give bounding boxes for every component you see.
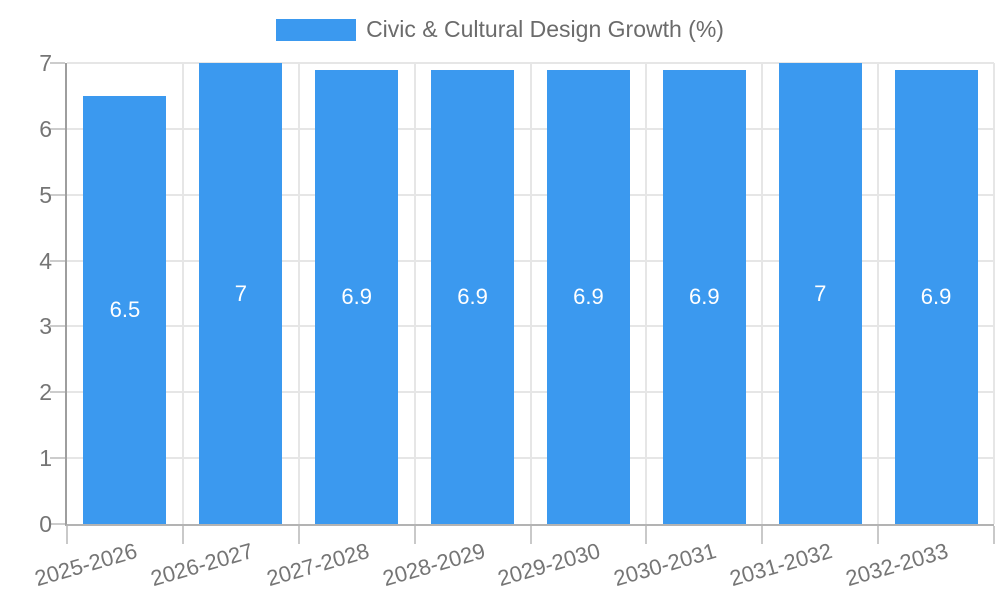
x-axis-category-label: 2025-2026 — [31, 538, 140, 592]
bar-value-label: 6.9 — [573, 283, 604, 309]
y-axis-tick-label: 3 — [39, 313, 52, 340]
vertical-gridline — [645, 63, 648, 524]
bar[interactable]: 6.9 — [546, 69, 630, 524]
y-axis-tick-label: 1 — [39, 445, 52, 472]
bar-value-label: 7 — [814, 280, 827, 306]
bar[interactable]: 6.9 — [894, 69, 978, 524]
vertical-gridline — [877, 63, 880, 524]
x-axis-tick — [761, 526, 764, 544]
y-axis-tick — [50, 391, 65, 394]
legend-swatch-icon — [276, 18, 357, 41]
x-axis-category-label: 2032-2033 — [842, 538, 951, 592]
bar-value-label: 6.5 — [109, 296, 141, 322]
bar-value-label: 7 — [234, 280, 247, 306]
x-axis-tick — [66, 526, 68, 544]
vertical-gridline — [529, 63, 532, 524]
bar-value-label: 6.9 — [689, 283, 720, 309]
chart-legend[interactable]: Civic & Cultural Design Growth (%) — [0, 16, 1000, 43]
y-axis-tick-label: 6 — [39, 115, 52, 142]
bar-value-label: 6.9 — [920, 283, 952, 309]
x-axis-tick — [993, 526, 995, 544]
y-axis-tick-label: 7 — [39, 50, 52, 76]
bar[interactable]: 6.9 — [315, 69, 399, 524]
x-axis-category-label: 2029-2030 — [495, 538, 604, 592]
y-axis-tick — [50, 62, 65, 64]
x-axis-category-label: 2031-2032 — [727, 538, 836, 592]
y-axis-tick — [50, 523, 65, 525]
bar-value-label: 6.9 — [341, 283, 372, 309]
y-axis-tick — [50, 457, 65, 460]
x-axis-category-label: 2027-2028 — [263, 538, 372, 592]
legend-label: Civic & Cultural Design Growth (%) — [366, 16, 724, 42]
x-axis-category-label: 2030-2031 — [611, 538, 720, 592]
x-axis-category-label: 2026-2027 — [147, 538, 256, 592]
bar[interactable]: 7 — [199, 63, 283, 524]
y-axis-tick — [50, 193, 65, 196]
x-axis-tick — [645, 526, 648, 544]
vertical-gridline — [761, 63, 764, 524]
x-axis-tick — [297, 526, 300, 544]
x-axis-tick — [529, 526, 532, 544]
x-axis-tick — [413, 526, 416, 544]
vertical-gridline — [413, 63, 416, 524]
y-axis-tick-label: 2 — [39, 379, 52, 406]
vertical-gridline — [993, 63, 995, 524]
bar-value-label: 6.9 — [457, 283, 488, 309]
y-axis-tick-label: 5 — [39, 181, 52, 208]
y-axis-tick-label: 0 — [39, 511, 52, 537]
x-axis-category-label: 2028-2029 — [379, 538, 488, 592]
x-axis-tick — [877, 526, 880, 544]
bar[interactable]: 6.9 — [431, 69, 515, 524]
y-axis-tick — [50, 259, 65, 262]
y-axis-tick — [50, 127, 65, 130]
y-axis-tick — [50, 325, 65, 328]
plot-area: 0 1 2 3 4 5 6 7 6.5 7 6.9 6.9 6.9 6.9 7 6.9 2025-2026 202… — [32, 50, 995, 591]
vertical-gridline — [297, 63, 300, 524]
y-axis-tick-label: 4 — [39, 247, 52, 274]
bar[interactable]: 7 — [778, 63, 862, 524]
bar[interactable]: 6.5 — [83, 95, 167, 524]
vertical-gridline — [181, 63, 184, 524]
x-axis-tick — [181, 526, 184, 544]
bar[interactable]: 6.9 — [662, 69, 746, 524]
